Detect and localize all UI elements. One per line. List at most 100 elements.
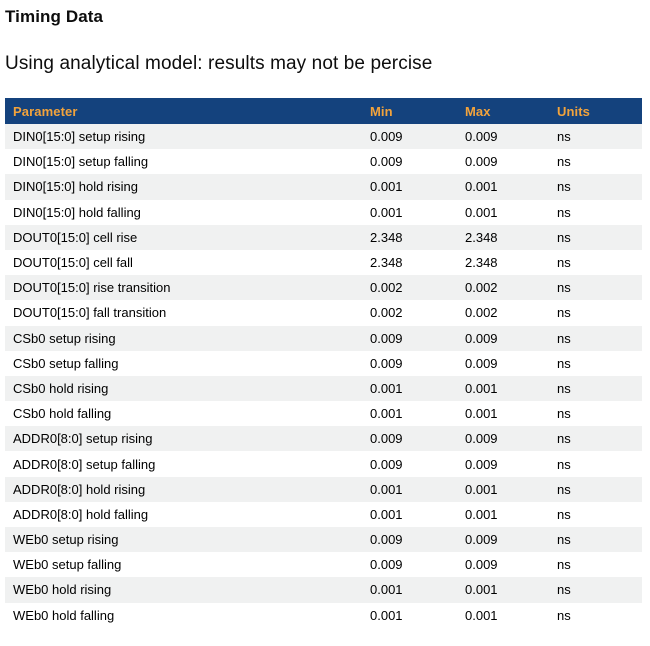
cell-parameter: CSb0 hold falling — [5, 401, 362, 427]
table-row: DIN0[15:0] hold falling 0.001 0.001 ns — [5, 199, 642, 225]
table-row: DIN0[15:0] hold rising 0.001 0.001 ns — [5, 174, 642, 200]
cell-min: 0.009 — [362, 426, 457, 452]
cell-max: 0.001 — [457, 174, 549, 200]
cell-parameter: ADDR0[8:0] hold falling — [5, 501, 362, 527]
table-row: CSb0 setup rising 0.009 0.009 ns — [5, 325, 642, 351]
cell-parameter: DIN0[15:0] hold rising — [5, 174, 362, 200]
cell-units: ns — [549, 401, 642, 427]
cell-units: ns — [549, 149, 642, 175]
cell-units: ns — [549, 577, 642, 603]
cell-min: 0.009 — [362, 451, 457, 477]
cell-max: 0.009 — [457, 426, 549, 452]
cell-min: 2.348 — [362, 249, 457, 276]
cell-units: ns — [549, 275, 642, 301]
cell-max: 0.001 — [457, 501, 549, 527]
cell-max: 0.009 — [457, 149, 549, 175]
timing-table-body: DIN0[15:0] setup rising 0.009 0.009 ns D… — [5, 124, 642, 628]
table-row: ADDR0[8:0] setup falling 0.009 0.009 ns — [5, 451, 642, 477]
cell-parameter: WEb0 setup rising — [5, 527, 362, 553]
cell-max: 0.009 — [457, 124, 549, 150]
cell-min: 0.001 — [362, 174, 457, 200]
cell-units: ns — [549, 350, 642, 376]
table-row: DOUT0[15:0] cell rise 2.348 2.348 ns — [5, 224, 642, 250]
table-row: CSb0 setup falling 0.009 0.009 ns — [5, 350, 642, 376]
cell-units: ns — [549, 300, 642, 326]
cell-parameter: DIN0[15:0] setup rising — [5, 124, 362, 150]
cell-min: 0.001 — [362, 401, 457, 427]
cell-min: 0.009 — [362, 124, 457, 150]
cell-units: ns — [549, 552, 642, 578]
cell-units: ns — [549, 501, 642, 527]
header-row: Parameter Min Max Units — [5, 98, 642, 124]
cell-parameter: CSb0 setup rising — [5, 325, 362, 351]
cell-units: ns — [549, 174, 642, 200]
cell-units: ns — [549, 451, 642, 477]
cell-parameter: ADDR0[8:0] hold rising — [5, 476, 362, 502]
table-row: WEb0 setup rising 0.009 0.009 ns — [5, 527, 642, 553]
table-row: DOUT0[15:0] fall transition 0.002 0.002 … — [5, 300, 642, 326]
table-row: WEb0 setup falling 0.009 0.009 ns — [5, 552, 642, 578]
cell-parameter: WEb0 hold rising — [5, 577, 362, 603]
cell-max: 0.001 — [457, 199, 549, 225]
cell-min: 0.009 — [362, 325, 457, 351]
cell-units: ns — [549, 375, 642, 402]
cell-max: 0.001 — [457, 401, 549, 427]
cell-min: 0.001 — [362, 577, 457, 603]
table-row: CSb0 hold rising 0.001 0.001 ns — [5, 375, 642, 402]
cell-min: 0.009 — [362, 527, 457, 553]
cell-parameter: ADDR0[8:0] setup falling — [5, 451, 362, 477]
cell-units: ns — [549, 124, 642, 150]
timing-table: Parameter Min Max Units DIN0[15:0] setup… — [5, 98, 642, 628]
cell-units: ns — [549, 199, 642, 225]
cell-min: 0.009 — [362, 350, 457, 376]
cell-units: ns — [549, 527, 642, 553]
cell-parameter: WEb0 setup falling — [5, 552, 362, 578]
table-row: WEb0 hold rising 0.001 0.001 ns — [5, 577, 642, 603]
cell-max: 0.009 — [457, 451, 549, 477]
cell-max: 0.001 — [457, 375, 549, 402]
cell-parameter: DOUT0[15:0] cell rise — [5, 224, 362, 250]
cell-max: 0.001 — [457, 602, 549, 628]
cell-parameter: CSb0 hold rising — [5, 375, 362, 402]
cell-units: ns — [549, 325, 642, 351]
cell-units: ns — [549, 476, 642, 502]
cell-min: 0.009 — [362, 552, 457, 578]
cell-min: 0.002 — [362, 275, 457, 301]
cell-min: 0.001 — [362, 602, 457, 628]
cell-parameter: DOUT0[15:0] rise transition — [5, 275, 362, 301]
cell-max: 0.009 — [457, 527, 549, 553]
cell-parameter: DOUT0[15:0] fall transition — [5, 300, 362, 326]
cell-units: ns — [549, 224, 642, 250]
cell-parameter: CSb0 setup falling — [5, 350, 362, 376]
cell-max: 0.001 — [457, 476, 549, 502]
cell-max: 2.348 — [457, 249, 549, 276]
column-header-units: Units — [549, 98, 642, 124]
cell-max: 0.009 — [457, 350, 549, 376]
table-row: DOUT0[15:0] rise transition 0.002 0.002 … — [5, 275, 642, 301]
cell-max: 0.009 — [457, 552, 549, 578]
table-row: CSb0 hold falling 0.001 0.001 ns — [5, 401, 642, 427]
cell-min: 0.001 — [362, 199, 457, 225]
table-row: ADDR0[8:0] setup rising 0.009 0.009 ns — [5, 426, 642, 452]
table-row: DOUT0[15:0] cell fall 2.348 2.348 ns — [5, 249, 642, 276]
table-row: ADDR0[8:0] hold falling 0.001 0.001 ns — [5, 501, 642, 527]
cell-parameter: DOUT0[15:0] cell fall — [5, 249, 362, 276]
cell-parameter: WEb0 hold falling — [5, 602, 362, 628]
table-row: ADDR0[8:0] hold rising 0.001 0.001 ns — [5, 476, 642, 502]
cell-min: 0.001 — [362, 476, 457, 502]
cell-min: 0.001 — [362, 375, 457, 402]
table-row: DIN0[15:0] setup rising 0.009 0.009 ns — [5, 124, 642, 150]
cell-parameter: ADDR0[8:0] setup rising — [5, 426, 362, 452]
cell-min: 0.009 — [362, 149, 457, 175]
column-header-parameter: Parameter — [5, 98, 362, 124]
cell-min: 2.348 — [362, 224, 457, 250]
cell-max: 0.002 — [457, 275, 549, 301]
column-header-min: Min — [362, 98, 457, 124]
cell-parameter: DIN0[15:0] setup falling — [5, 149, 362, 175]
page-title: Timing Data — [5, 7, 104, 26]
timing-table-header: Parameter Min Max Units — [5, 98, 642, 124]
cell-min: 0.001 — [362, 501, 457, 527]
cell-parameter: DIN0[15:0] hold falling — [5, 199, 362, 225]
table-row: WEb0 hold falling 0.001 0.001 ns — [5, 602, 642, 628]
